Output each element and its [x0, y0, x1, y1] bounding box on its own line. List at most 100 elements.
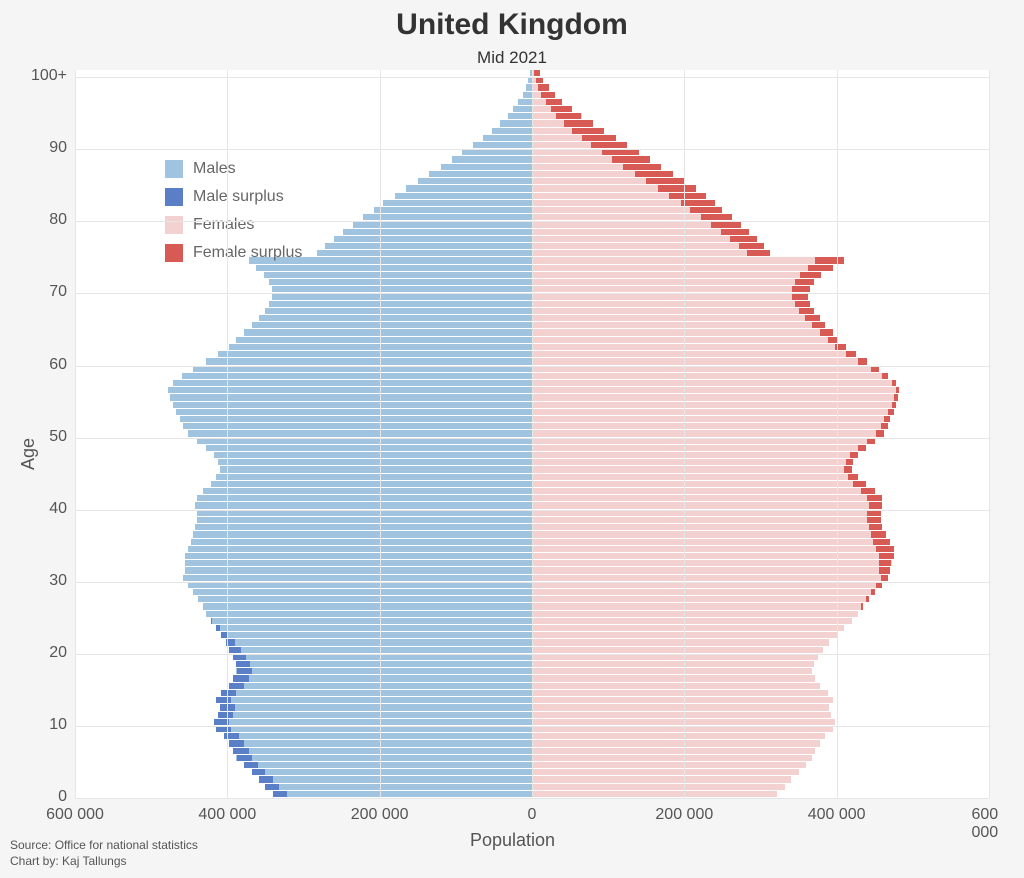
bar-males [406, 185, 532, 191]
bar-males [203, 603, 532, 609]
y-tick-label: 60 [25, 356, 67, 374]
bar-males [214, 719, 532, 725]
bar-females [532, 776, 791, 782]
bar-female-surplus [858, 445, 866, 451]
bar-females [532, 466, 852, 472]
legend-label: Males [193, 160, 236, 178]
bar-female-surplus [879, 553, 894, 559]
bar-females [532, 611, 858, 617]
bar-female-surplus [867, 495, 882, 501]
gridline-v [837, 70, 838, 798]
y-tick-label: 90 [25, 139, 67, 157]
bar-males [441, 164, 532, 170]
bar-males [216, 474, 532, 480]
x-tick-label: 200 000 [351, 806, 409, 824]
bar-female-surplus [538, 84, 549, 90]
bar-males [317, 250, 532, 256]
bar-female-surplus [846, 459, 854, 465]
bar-males [523, 92, 532, 98]
bar-female-surplus [635, 171, 673, 177]
bar-male-surplus [211, 618, 213, 624]
bar-males [191, 539, 532, 545]
legend: MalesMale surplusFemalesFemale surplus [165, 155, 302, 267]
bar-males [452, 156, 532, 162]
bar-male-surplus [237, 755, 252, 761]
bar-females [532, 459, 853, 465]
bar-female-surplus [896, 387, 899, 393]
bar-male-surplus [233, 675, 248, 681]
bar-female-surplus [820, 329, 833, 335]
bar-females [532, 452, 858, 458]
gridline-h [75, 510, 989, 511]
legend-swatch [165, 216, 183, 234]
bar-female-surplus [871, 531, 886, 537]
bar-males [197, 495, 532, 501]
bar-females [532, 524, 882, 530]
bar-males [198, 596, 532, 602]
bar-male-surplus [233, 748, 248, 754]
bar-females [532, 229, 749, 235]
bar-males [203, 488, 532, 494]
bar-males [518, 99, 532, 105]
bar-males [218, 351, 532, 357]
bar-female-surplus [701, 214, 731, 220]
bar-male-surplus [224, 733, 239, 739]
bar-males [334, 236, 532, 242]
bar-male-surplus [216, 697, 231, 703]
bar-males [492, 128, 532, 134]
bar-female-surplus [541, 92, 555, 98]
bar-females [532, 286, 810, 292]
bar-female-surplus [881, 575, 889, 581]
bar-female-surplus [869, 524, 883, 530]
gridline-v [75, 70, 76, 798]
bar-females [532, 639, 829, 645]
bar-females [532, 575, 888, 581]
page: United Kingdom Mid 2021 MalesMale surplu… [0, 0, 1024, 878]
bar-males [176, 409, 532, 415]
bar-males [233, 675, 532, 681]
bar-males [214, 452, 532, 458]
bar-females [532, 315, 820, 321]
gridline-v [532, 70, 533, 798]
bar-males [483, 135, 533, 141]
y-tick-label: 30 [25, 572, 67, 590]
bar-female-surplus [881, 423, 889, 429]
bar-female-surplus [867, 517, 881, 523]
gridline-v [989, 70, 990, 798]
bar-females [532, 351, 856, 357]
bar-female-surplus [808, 265, 833, 271]
bar-females [532, 553, 894, 559]
gridline-v [684, 70, 685, 798]
bar-males [236, 661, 532, 667]
bar-male-surplus [259, 776, 273, 782]
bar-females [532, 474, 858, 480]
bar-female-surplus [853, 481, 865, 487]
bar-females [532, 769, 799, 775]
bar-females [532, 625, 844, 631]
x-axis-title: Population [470, 830, 555, 851]
bar-female-surplus [730, 236, 757, 242]
bar-females [532, 531, 886, 537]
bar-females [532, 791, 777, 797]
bar-males [259, 776, 532, 782]
bar-males [216, 697, 532, 703]
bar-female-surplus [805, 315, 820, 321]
bar-females [532, 647, 823, 653]
bar-females [532, 272, 821, 278]
bar-males [259, 315, 532, 321]
bar-female-surplus [861, 488, 875, 494]
bar-females [532, 250, 770, 256]
bar-female-surplus [844, 466, 852, 472]
legend-label: Male surplus [193, 188, 284, 206]
bar-females [532, 409, 894, 415]
bar-males [244, 329, 532, 335]
y-tick-label: 20 [25, 644, 67, 662]
bar-females [532, 603, 863, 609]
bar-females [532, 257, 844, 263]
bar-males [170, 394, 532, 400]
bar-males [265, 784, 532, 790]
bar-males [224, 733, 532, 739]
bar-female-surplus [556, 113, 581, 119]
bar-females [532, 380, 896, 386]
y-tick-label: 100+ [25, 67, 67, 85]
